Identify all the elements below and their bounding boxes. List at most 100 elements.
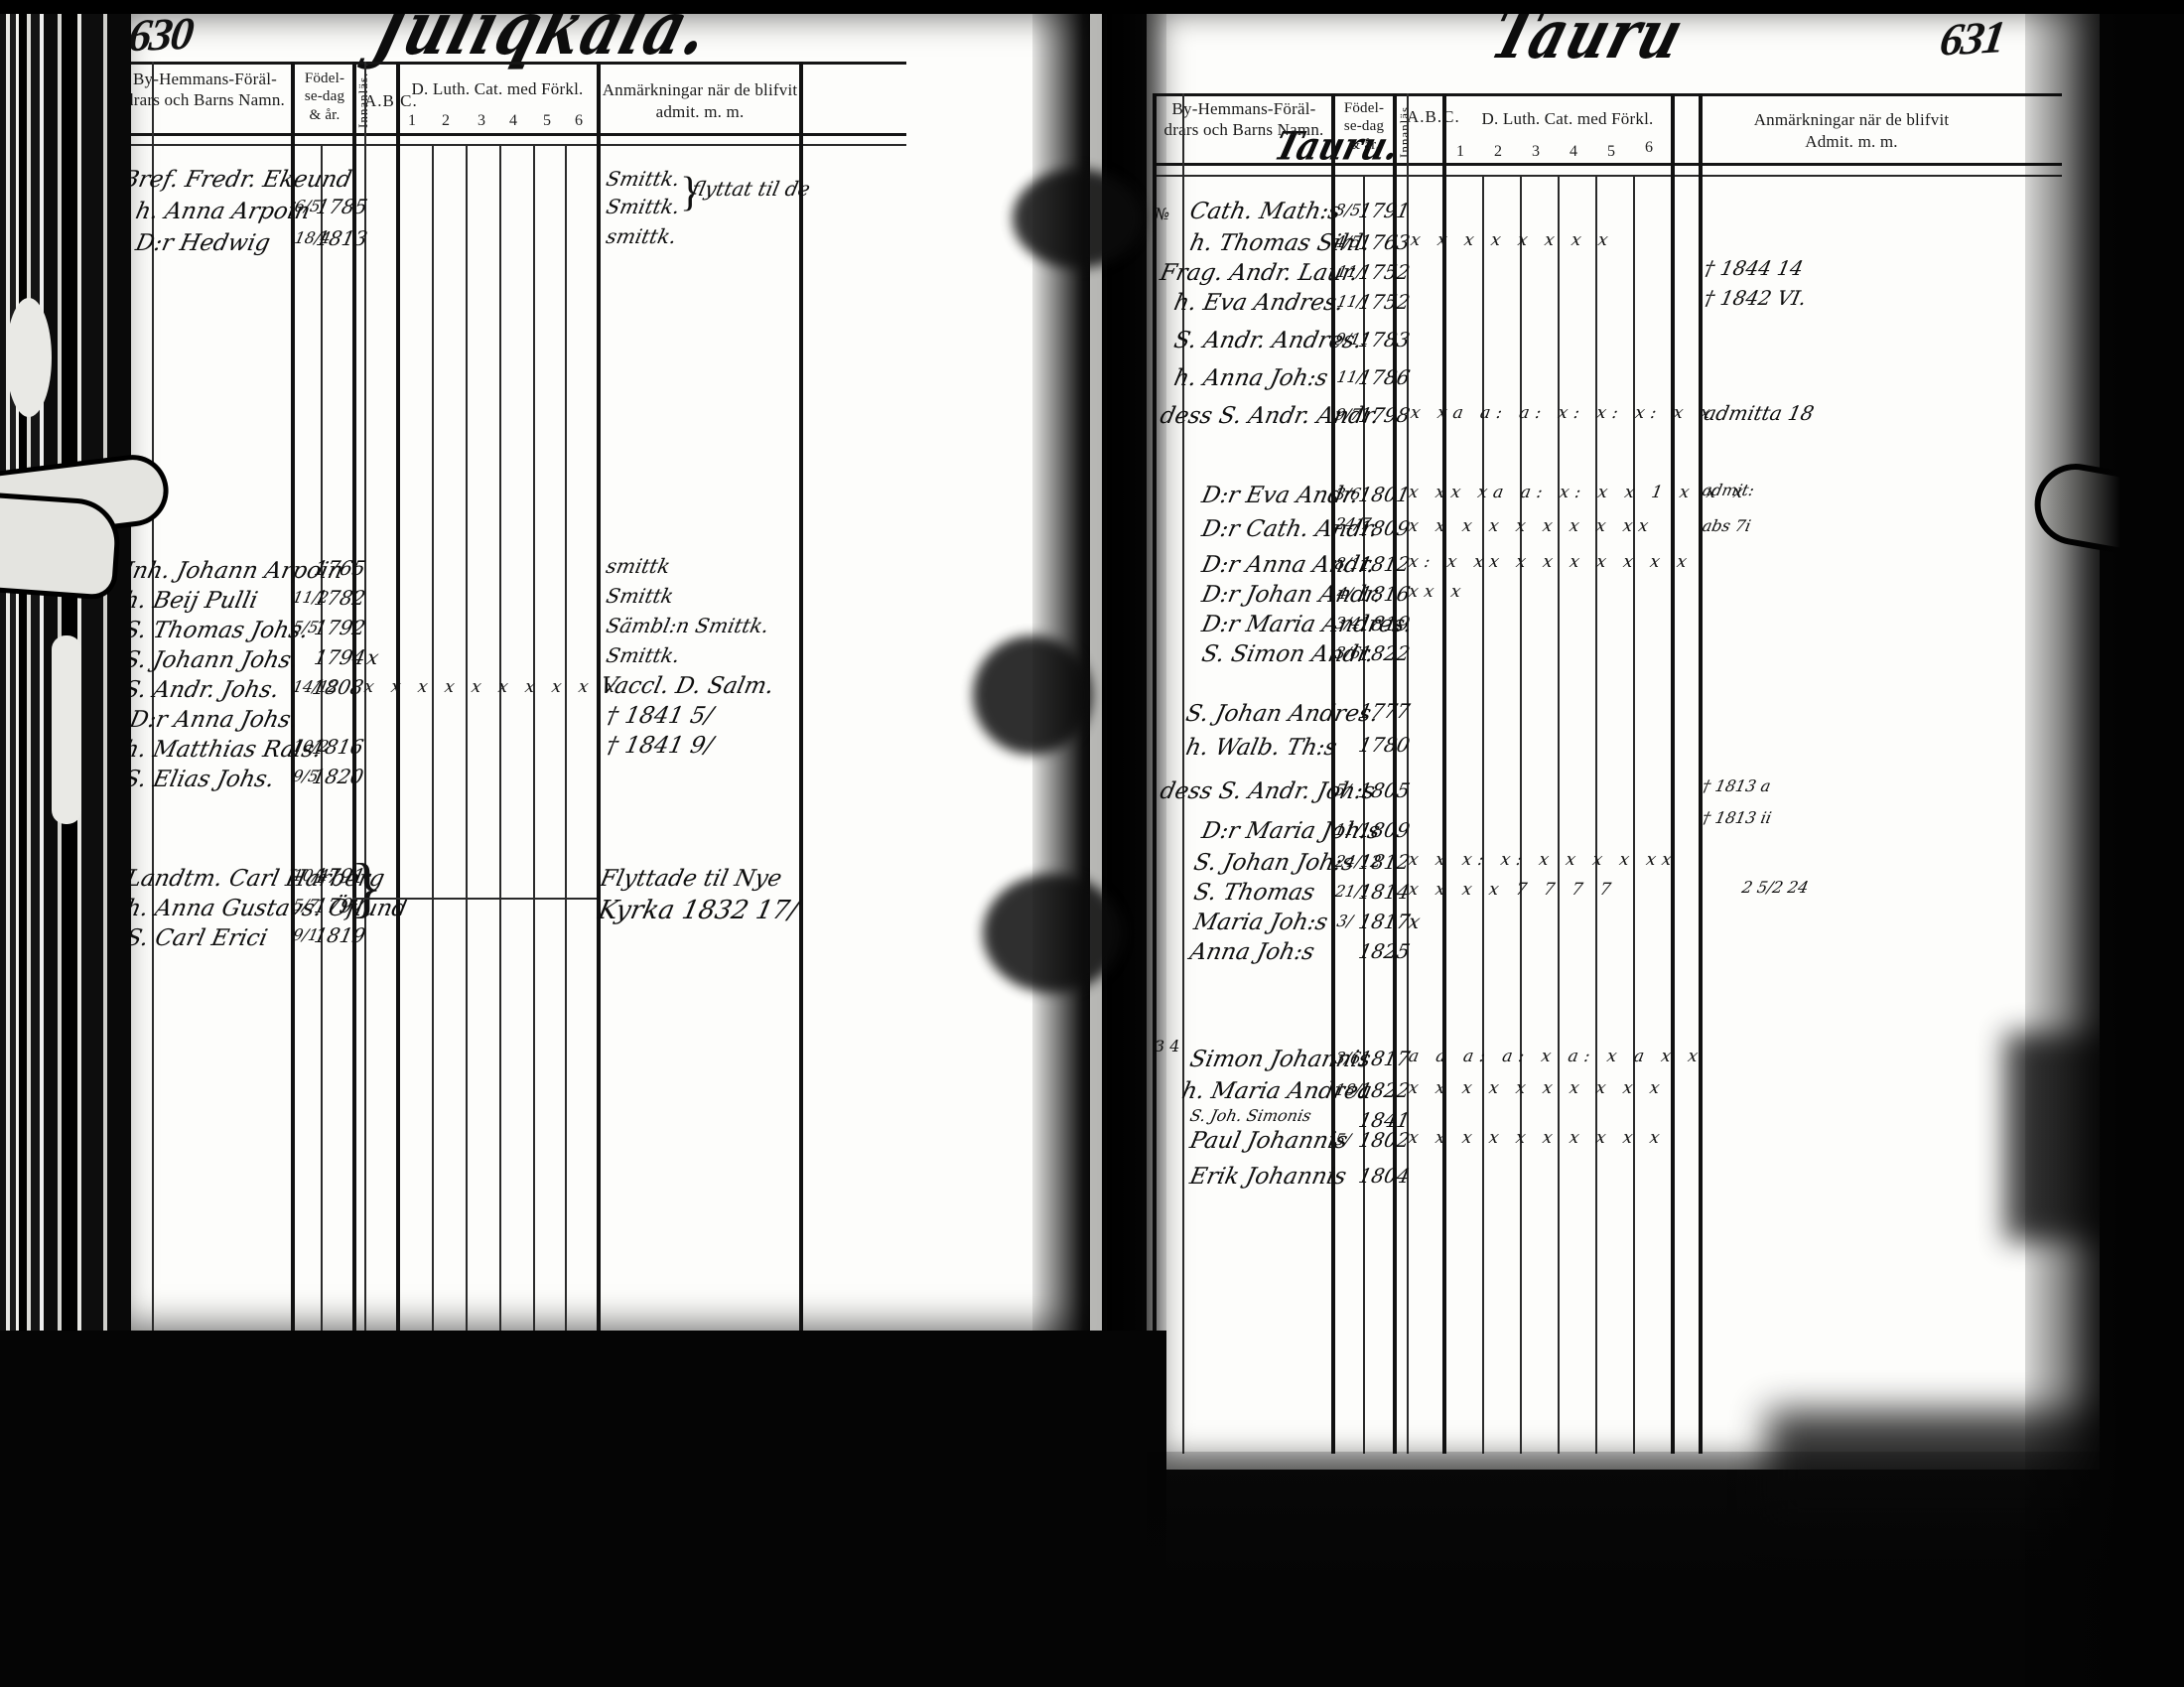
entry-name: h. Anna Joh:s (1171, 365, 1330, 391)
entry-catechism-marks: x x x: x: x x x x xx (1407, 850, 1680, 870)
entry-name: Cath. Math:s (1187, 199, 1343, 224)
entry-year: 1819 (312, 923, 368, 947)
entry-year: 1820 (310, 765, 366, 788)
entry-catechism-marks: x x x x x x x x x x (1407, 1128, 1668, 1148)
header-catechism: D. Luth. Cat. med Förkl. (1481, 109, 1654, 128)
entry-note: Smittk. (604, 643, 683, 667)
entry-catechism-marks: x x x x 7 7 7 7 (1407, 880, 1619, 900)
entry-note: Flyttade til Nye (598, 866, 784, 892)
rule-names-end (291, 62, 295, 1333)
entry-name: S. Thomas (1191, 880, 1317, 906)
paper-blob (52, 635, 81, 824)
entry-name: D:r Hedwig (133, 230, 273, 256)
entry-catechism-marks: x x x x x x x x xx (1407, 516, 1656, 536)
rule-c6 (1671, 93, 1675, 1454)
entry-name: S. Carl Erici (123, 925, 270, 951)
entry-note: † 1813 a (1700, 776, 1773, 795)
entry-note: 2 5/2 24 (1739, 878, 1811, 897)
entry-name: S. Thomas Johs. (121, 618, 311, 643)
cat-col-6: 6 (1645, 139, 1653, 156)
entry-name: S. Andr. Johs. (121, 677, 282, 703)
rule-c3 (1558, 175, 1560, 1454)
entry-catechism-marks: x x x x x x x x (1409, 230, 1616, 250)
entry-year: 1812 (1356, 552, 1413, 576)
entry-year: 1763 (1356, 230, 1413, 254)
entry-name: S. Joh. Simonis (1187, 1106, 1313, 1125)
entry-name: D:r Anna Johs. (127, 707, 301, 733)
header-notes: Anmärkningar när de blifvit Admit. m. m. (1753, 110, 1950, 152)
rule-c2 (466, 144, 468, 1333)
thumb-left-second (0, 496, 117, 596)
rule-innan-end (364, 62, 366, 1333)
ink-smudge (983, 874, 1122, 993)
rule-indent (1182, 93, 1184, 1454)
entry-catechism-marks: x xx xa a: x: x x 1 x x x (1407, 483, 1751, 502)
rule-abc-end (1442, 93, 1446, 1454)
entry-note: † 1841 5/ (604, 703, 716, 729)
rule-c3 (499, 144, 501, 1333)
rule-c4 (1595, 175, 1597, 1454)
ink-smudge (1013, 169, 1142, 268)
entry-year: 1792 (312, 616, 368, 639)
book-spine-highlight (1090, 0, 1102, 1687)
entry-note: Smittk. (604, 167, 683, 191)
cat-col-4: 4 (509, 112, 517, 129)
brace-icon: } (680, 170, 701, 215)
entry-catechism-marks: xx x (1407, 582, 1468, 602)
entry-year: 1812 (1356, 850, 1413, 874)
entry-year: 1819 (1356, 612, 1413, 635)
entry-note: Kyrka 1832 17/ (595, 896, 801, 925)
entry-year: 1791 (1356, 199, 1413, 222)
scan-top-edge (0, 0, 2184, 14)
rule-c1 (432, 144, 434, 1333)
rule-innan-end (1407, 93, 1409, 1454)
entry-year: 1813 (314, 226, 370, 250)
entry-name: h. Anna Arpoin (133, 199, 313, 224)
rule-c4 (533, 144, 535, 1333)
cat-col-6: 6 (575, 112, 583, 129)
rule-cat-end (1699, 93, 1703, 1454)
entry-year: 1808 (310, 675, 366, 699)
entry-name: Anna Joh:s (1187, 939, 1317, 965)
entry-year: 1785 (314, 195, 370, 218)
entry-name: h. Eva Andres. (1171, 290, 1346, 316)
entry-year: 1809 (1356, 516, 1413, 540)
cat-col-5: 5 (543, 112, 551, 129)
entry-date: 3/ (1334, 912, 1355, 930)
entry-year: 1798 (1356, 403, 1413, 427)
left-page-sheet: 630 Juliqkala. By-Hemmans-Föräl- drars o… (104, 0, 1107, 1340)
header-names: By-Hemmans-Föräl- drars och Barns Namn. (125, 70, 285, 109)
entry-note: † 1844 14 (1702, 256, 1806, 280)
header-rule-bottom (1153, 163, 2062, 166)
rule-birth-end (1393, 93, 1397, 1454)
scan-bottom-shadow-right (1147, 1452, 2184, 1687)
entry-year: 1817 (1356, 910, 1413, 933)
entry-date: 5/ (1332, 1130, 1353, 1149)
entry-name: Paul Johannis (1187, 1128, 1350, 1154)
entry-name: S. Elias Johs. (121, 767, 277, 792)
entry-year: 1777 (1356, 699, 1413, 723)
brace-icon: } (350, 849, 383, 924)
cat-col-3: 3 (1532, 143, 1540, 160)
entry-name: h. Beij Pulli (121, 588, 260, 614)
rule-birth-end (352, 62, 356, 1333)
header-notes: Anmärkningar när de blifvit admit. m. m. (602, 80, 798, 122)
rule-c2 (1520, 175, 1522, 1454)
header-names: By-Hemmans-Föräl- drars och Barns Namn. (1163, 99, 1324, 139)
entry-year: 1780 (1356, 733, 1413, 757)
entry-name: Erik Johannis (1187, 1164, 1349, 1190)
cat-col-3: 3 (478, 112, 485, 129)
entry-year: 1805 (1356, 778, 1413, 802)
entry-catechism-marks: a a a: a: x a: x a x x (1407, 1047, 1706, 1066)
entry-note: Smittk (604, 584, 676, 608)
entry-note: admitta 18 (1702, 401, 1817, 425)
header-abc: A.B.C. (1407, 107, 1460, 126)
entry-note: † 1813 ii (1700, 808, 1774, 827)
entry-note: Sämbl:n Smittk. (604, 614, 771, 637)
entry-abc-mark: x (364, 645, 381, 669)
entry-year: 1752 (1356, 290, 1413, 314)
rule-date-split (321, 144, 323, 1333)
header-rule-bottom (117, 133, 906, 136)
scan-right-shadow (2025, 0, 2184, 1687)
entry-year: 1752 (1356, 260, 1413, 284)
